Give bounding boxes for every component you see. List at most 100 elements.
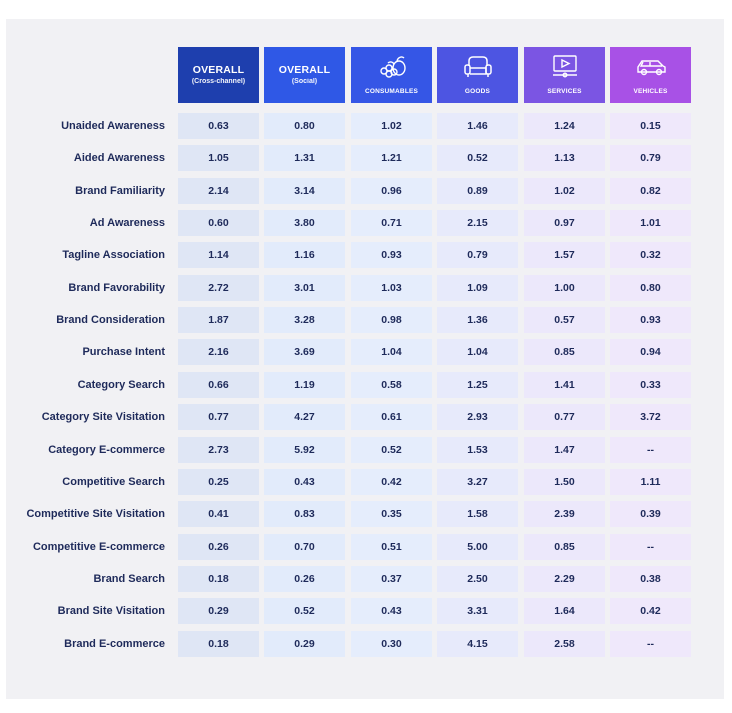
- table-cell: 0.15: [610, 113, 691, 139]
- table-cell: 0.66: [178, 371, 259, 398]
- table-cell: 0.32: [610, 242, 691, 269]
- table-cell: 0.93: [610, 307, 691, 334]
- row-label: Aided Awareness: [73, 152, 165, 165]
- table-cell: 4.27: [264, 404, 345, 431]
- table-cell: 1.57: [524, 242, 605, 269]
- table-cell: 0.37: [351, 565, 432, 592]
- table-cell: 0.57: [524, 307, 605, 334]
- table-cell: 2.14: [178, 177, 259, 204]
- screen-icon: [524, 54, 605, 85]
- table-cell: 0.63: [178, 113, 259, 139]
- table-cell: 2.58: [524, 630, 605, 657]
- table-cell: --: [610, 436, 691, 463]
- table-cell: 0.60: [178, 210, 259, 237]
- table-cell: 0.82: [610, 177, 691, 204]
- table-cell: --: [610, 533, 691, 560]
- table-cell: 1.05: [178, 145, 259, 172]
- sofa-icon: [437, 54, 518, 85]
- table-cell: 0.79: [610, 145, 691, 172]
- table-cell: 0.98: [351, 307, 432, 334]
- table-cell: 5.00: [437, 533, 518, 560]
- column-header-subtitle: (Social): [291, 78, 318, 85]
- table-cell: 3.31: [437, 598, 518, 625]
- row-label: Purchase Intent: [82, 346, 165, 359]
- table-cell: 3.27: [437, 468, 518, 495]
- column-header: SERVICES: [524, 47, 605, 103]
- table-cell: 2.39: [524, 501, 605, 528]
- table-cell: 0.26: [264, 565, 345, 592]
- table-cell: 1.19: [264, 371, 345, 398]
- table-cell: 1.09: [437, 274, 518, 301]
- table-cell: 1.01: [610, 210, 691, 237]
- table-cell: 1.04: [351, 339, 432, 366]
- row-label: Tagline Association: [62, 249, 165, 262]
- table-cell: 0.58: [351, 371, 432, 398]
- table-cell: 1.53: [437, 436, 518, 463]
- row-label: Brand E-commerce: [64, 637, 165, 650]
- row-label: Category E-commerce: [48, 443, 165, 456]
- row-label: Brand Site Visitation: [57, 605, 165, 618]
- column-header: VEHICLES: [610, 47, 691, 103]
- table-cell: 0.79: [437, 242, 518, 269]
- car-icon: [610, 54, 691, 85]
- table-cell: 0.43: [264, 468, 345, 495]
- table-cell: 3.72: [610, 404, 691, 431]
- table-cell: 0.30: [351, 630, 432, 657]
- table-cell: 2.16: [178, 339, 259, 366]
- table-cell: 0.83: [264, 501, 345, 528]
- table-cell: 3.01: [264, 274, 345, 301]
- table-cell: 1.00: [524, 274, 605, 301]
- table-cell: --: [610, 630, 691, 657]
- table-cell: 1.13: [524, 145, 605, 172]
- table-cell: 0.43: [351, 598, 432, 625]
- row-label: Category Search: [77, 378, 165, 391]
- column-header-label: VEHICLES: [633, 88, 668, 95]
- table-cell: 0.25: [178, 468, 259, 495]
- table-cell: 1.11: [610, 468, 691, 495]
- table-cell: 0.33: [610, 371, 691, 398]
- table-cell: 0.85: [524, 339, 605, 366]
- column-header-subtitle: (Cross-channel): [191, 78, 246, 85]
- column-header-label: SERVICES: [547, 88, 582, 95]
- row-label: Brand Familiarity: [75, 184, 165, 197]
- table-cell: 1.21: [351, 145, 432, 172]
- table-cell: 0.80: [264, 113, 345, 139]
- column-header: OVERALL (Cross-channel): [178, 47, 259, 103]
- table-cell: 1.02: [524, 177, 605, 204]
- table-cell: 2.50: [437, 565, 518, 592]
- table-cell: 2.93: [437, 404, 518, 431]
- table-cell: 0.39: [610, 501, 691, 528]
- table-cell: 2.29: [524, 565, 605, 592]
- table-cell: 0.94: [610, 339, 691, 366]
- table-cell: 0.77: [178, 404, 259, 431]
- table-cell: 0.51: [351, 533, 432, 560]
- row-label: Unaided Awareness: [61, 120, 165, 132]
- table-cell: 0.52: [437, 145, 518, 172]
- column-header-label: GOODS: [464, 88, 491, 95]
- row-label: Competitive E-commerce: [32, 540, 165, 553]
- table-cell: 0.85: [524, 533, 605, 560]
- table-cell: 1.16: [264, 242, 345, 269]
- row-label: Competitive Site Visitation: [26, 508, 165, 521]
- column-header-title: OVERALL: [192, 64, 245, 76]
- table-cell: 0.93: [351, 242, 432, 269]
- table-cell: 1.25: [437, 371, 518, 398]
- table-cell: 0.18: [178, 630, 259, 657]
- row-label: Brand Favorability: [68, 281, 165, 294]
- table-cell: 1.31: [264, 145, 345, 172]
- row-label: Brand Search: [93, 572, 165, 585]
- table-cell: 3.69: [264, 339, 345, 366]
- table-cell: 1.50: [524, 468, 605, 495]
- table-cell: 1.04: [437, 339, 518, 366]
- table-cell: 4.15: [437, 630, 518, 657]
- table-cell: 0.52: [351, 436, 432, 463]
- table-cell: 2.72: [178, 274, 259, 301]
- table-cell: 1.24: [524, 113, 605, 139]
- table-cell: 1.02: [351, 113, 432, 139]
- table-cell: 0.97: [524, 210, 605, 237]
- row-label: Brand Consideration: [56, 314, 165, 327]
- table-cell: 0.80: [610, 274, 691, 301]
- table-cell: 0.41: [178, 501, 259, 528]
- table-cell: 5.92: [264, 436, 345, 463]
- table-cell: 1.58: [437, 501, 518, 528]
